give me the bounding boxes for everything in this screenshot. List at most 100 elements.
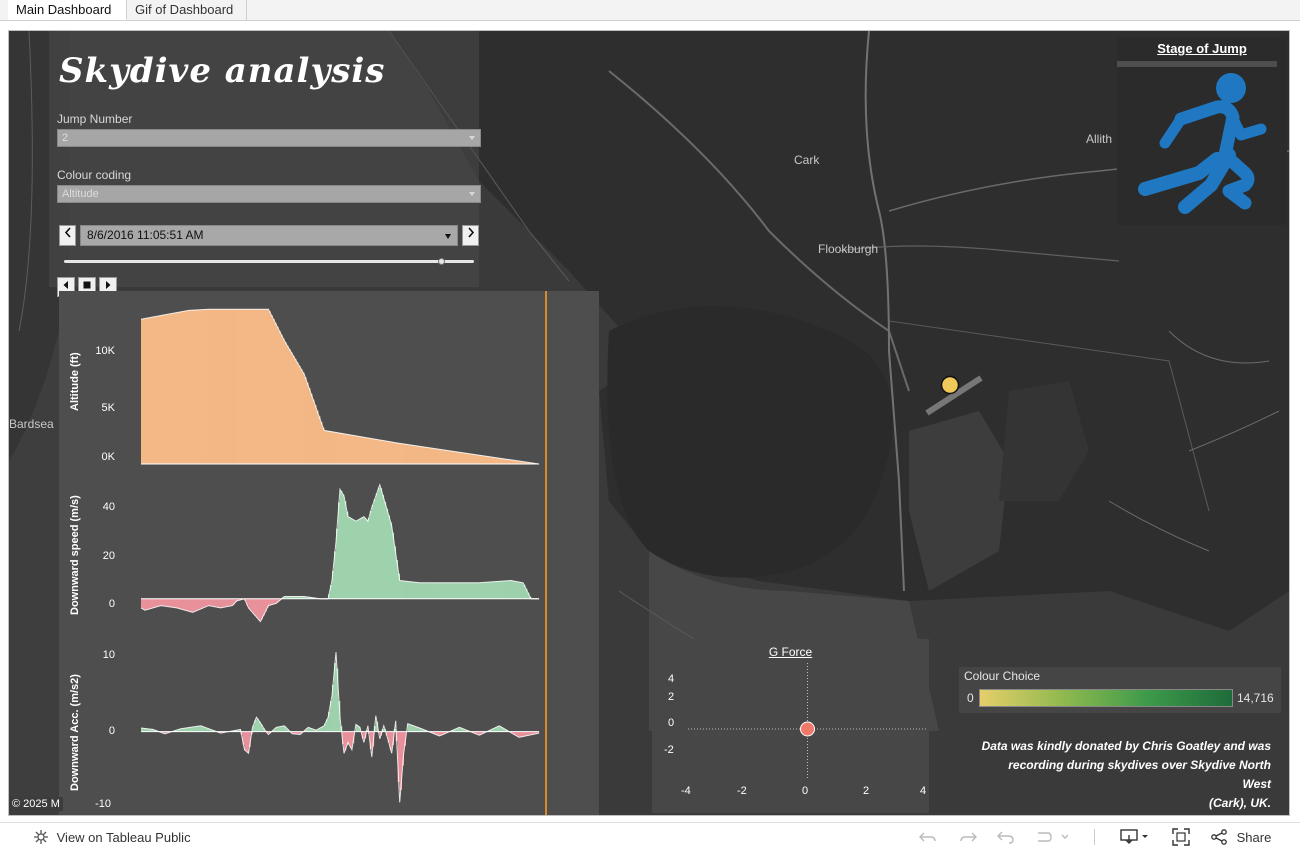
chart-bar-2 — [513, 731, 516, 735]
chart-bar-1 — [170, 598, 174, 608]
chart-bar-0 — [274, 322, 277, 464]
chart-bar-0 — [326, 430, 329, 464]
dashboard-frame: Cark Flookburgh Allith Bardsea Skydive a… — [8, 30, 1290, 816]
chart-bar-2 — [493, 728, 496, 732]
chart-bar-2 — [537, 731, 540, 734]
chart-bar-1 — [411, 581, 414, 599]
chart-bar-1 — [477, 582, 480, 599]
chart-bar-2 — [423, 729, 426, 732]
chart-bar-0 — [284, 342, 287, 464]
chart-bar-2 — [433, 731, 436, 734]
chart-bar-2 — [286, 728, 289, 732]
chart-bar-0 — [316, 410, 319, 464]
chart-bar-1 — [429, 582, 432, 599]
chart-bar-2 — [298, 731, 301, 735]
chart-bar-0 — [192, 310, 196, 464]
tab-gif-of-dashboard[interactable]: Gif of Dashboard — [127, 0, 247, 20]
chart-bar-2 — [242, 731, 245, 745]
colour-coding-dropdown[interactable]: Altitude — [57, 185, 481, 203]
chart-bar-2 — [381, 729, 385, 732]
stage-of-jump-title: Stage of Jump — [1157, 41, 1247, 56]
chart-bar-0 — [527, 462, 530, 464]
chart-bar-0 — [178, 312, 182, 464]
map-copyright[interactable]: © 2025 M — [9, 797, 63, 811]
chart-bar-2 — [166, 731, 170, 733]
prev-date-button[interactable] — [59, 225, 76, 246]
chart-bar-0 — [493, 457, 496, 464]
chart-bar-2 — [148, 729, 152, 732]
download-icon[interactable] — [1120, 829, 1154, 845]
chart-bar-1 — [357, 519, 361, 599]
stage-of-jump-panel: Stage of Jump — [1117, 37, 1287, 225]
chart-bar-1 — [156, 598, 160, 607]
chart-bar-0 — [529, 462, 532, 464]
chart-bar-2 — [180, 728, 184, 732]
chart-bar-1 — [473, 582, 476, 599]
chart-bar-2 — [529, 731, 532, 736]
chart-bar-2 — [411, 725, 414, 732]
chart-bar-2 — [399, 731, 402, 791]
time-slider-thumb[interactable] — [438, 258, 446, 265]
chart-bar-1 — [306, 596, 309, 599]
view-on-tableau-public-link[interactable]: View on Tableau Public — [33, 829, 191, 845]
chart-bar-0 — [463, 453, 466, 464]
time-series-charts[interactable] — [59, 291, 599, 815]
next-date-button[interactable] — [462, 225, 479, 246]
chart-bar-1 — [260, 598, 263, 620]
share-button[interactable]: Share — [1211, 829, 1271, 845]
chart-bar-0 — [206, 309, 209, 464]
fullscreen-icon[interactable] — [1172, 828, 1190, 846]
chart-bar-0 — [280, 334, 283, 464]
chart-bar-1 — [188, 598, 192, 612]
tab-main-dashboard[interactable]: Main Dashboard — [8, 0, 127, 20]
chart-bar-0 — [349, 434, 353, 464]
undo-icon[interactable] — [918, 829, 938, 845]
redo-icon[interactable] — [958, 829, 978, 845]
chart-bar-0 — [433, 448, 436, 464]
chart-bar-1 — [413, 582, 416, 599]
chart-bar-1 — [160, 598, 164, 606]
chart-bar-2 — [515, 731, 518, 736]
g-force-plot[interactable] — [652, 639, 929, 813]
chart-bar-0 — [481, 455, 484, 464]
chart-bar-1 — [383, 501, 387, 599]
chart-bar-2 — [306, 728, 309, 732]
chart-bar-1 — [375, 493, 379, 599]
acceleration-tick: 10 — [102, 649, 115, 661]
g-force-x-tick: 0 — [802, 785, 809, 797]
chart-bar-0 — [258, 309, 261, 464]
chart-bar-1 — [439, 582, 442, 599]
chart-bar-0 — [467, 453, 470, 464]
chart-bar-1 — [395, 559, 399, 599]
chart-bar-1 — [236, 598, 239, 601]
chart-bar-1 — [497, 581, 500, 599]
chart-bar-2 — [318, 728, 321, 732]
revert-icon[interactable] — [996, 829, 1016, 845]
chart-bar-1 — [208, 598, 211, 606]
chart-bar-0 — [222, 309, 225, 464]
chart-bar-1 — [194, 598, 198, 612]
chart-bar-0 — [262, 309, 265, 464]
date-selector[interactable]: 8/6/2016 11:05:51 AM — [80, 225, 458, 246]
chart-bar-0 — [334, 432, 337, 464]
map[interactable]: Cark Flookburgh Allith Bardsea — [9, 31, 1289, 815]
chart-bar-0 — [355, 436, 359, 464]
chart-bar-0 — [351, 435, 355, 464]
chart-bar-0 — [272, 319, 275, 464]
chart-bar-1 — [198, 598, 201, 610]
pause-updates-icon[interactable] — [1034, 829, 1068, 845]
g-force-x-tick: 4 — [920, 785, 927, 797]
chart-bar-1 — [214, 598, 217, 607]
time-slider[interactable] — [64, 260, 474, 263]
chart-bar-0 — [397, 443, 400, 464]
chart-bar-2 — [403, 731, 406, 746]
chart-bar-0 — [300, 369, 303, 464]
chart-bar-2 — [385, 731, 389, 736]
chart-bar-1 — [495, 581, 498, 599]
chart-bar-1 — [282, 597, 285, 599]
chart-bar-0 — [168, 313, 172, 464]
jump-number-dropdown[interactable]: 2 — [57, 129, 481, 147]
g-force-y-tick: -2 — [664, 744, 674, 756]
chart-bar-2 — [523, 731, 526, 737]
chart-bar-2 — [256, 718, 259, 732]
